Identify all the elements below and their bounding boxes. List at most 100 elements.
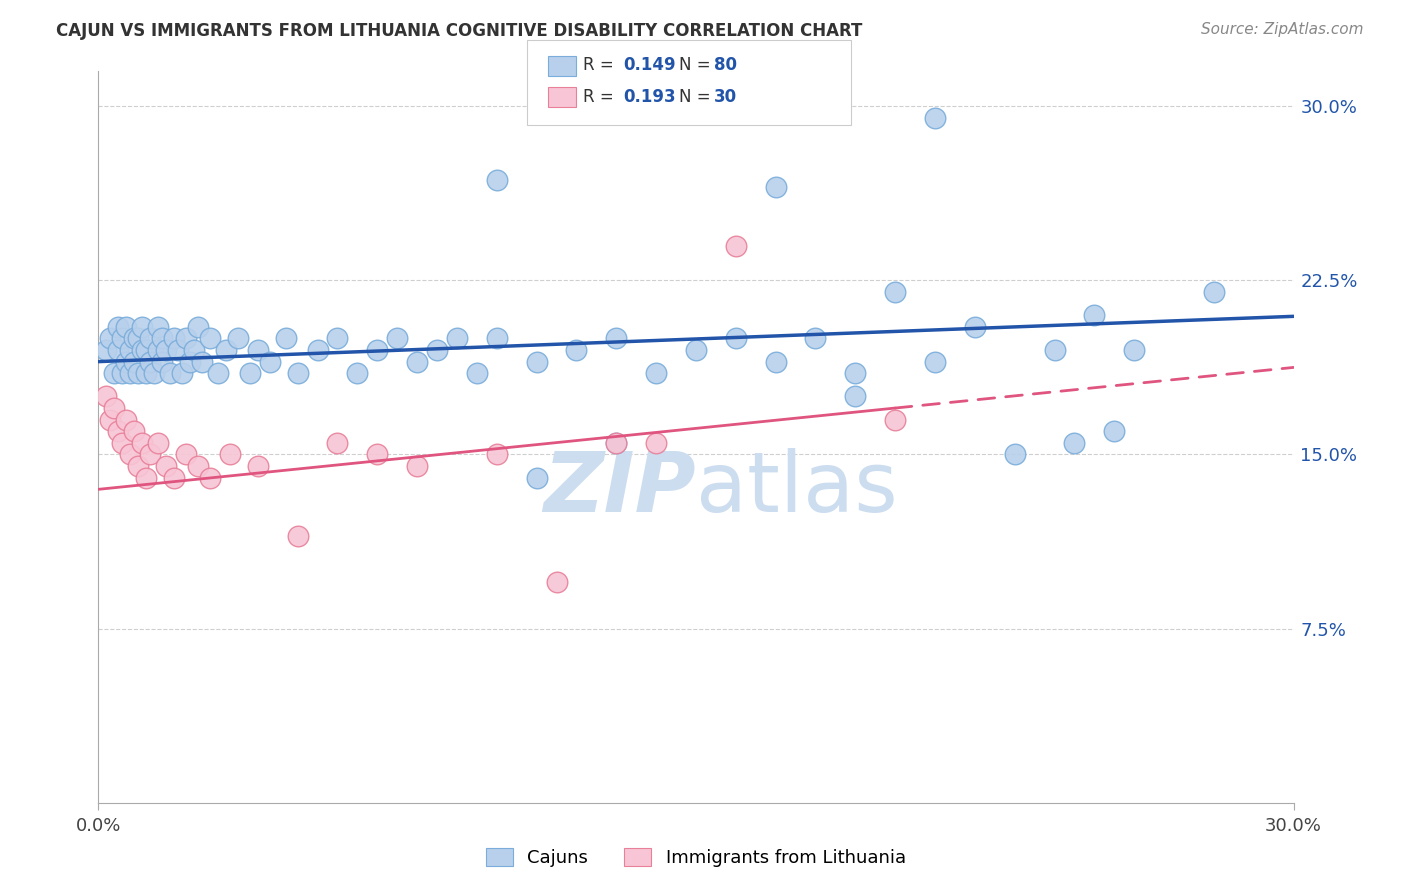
Point [167,343,190,357]
Point [98,331,122,345]
Point [135,366,157,380]
Point [135,343,157,357]
Point [120,343,142,357]
Point [103,401,125,415]
Point [135,471,157,485]
Point [98,412,122,426]
Point [366,448,388,462]
Point [485,331,508,345]
Point [485,448,508,462]
Point [174,448,197,462]
Point [187,319,209,334]
Point [127,459,149,474]
Point [565,343,588,357]
Text: Source: ZipAtlas.com: Source: ZipAtlas.com [1201,22,1364,37]
Point [191,354,214,368]
Point [150,331,173,345]
Point [287,366,309,380]
Point [1104,424,1126,438]
Point [148,436,170,450]
Point [127,366,149,380]
Point [287,529,309,543]
Point [246,343,269,357]
Text: CAJUN VS IMMIGRANTS FROM LITHUANIA COGNITIVE DISABILITY CORRELATION CHART: CAJUN VS IMMIGRANTS FROM LITHUANIA COGNI… [56,22,863,40]
Point [963,319,986,334]
Point [274,331,297,345]
Point [115,319,138,334]
Point [131,319,153,334]
Point [346,366,368,380]
Point [96,343,118,357]
Point [426,343,449,357]
Point [148,319,170,334]
Point [163,331,186,345]
Point [150,354,173,368]
Point [187,459,209,474]
Text: 80: 80 [714,56,737,74]
Point [127,331,149,345]
Point [844,389,866,403]
Point [765,180,787,194]
Point [172,366,194,380]
Point [183,343,205,357]
Point [645,436,668,450]
Point [526,471,548,485]
Point [645,366,668,380]
Point [226,331,249,345]
Point [155,343,177,357]
Point [446,331,468,345]
Text: N =: N = [679,56,716,74]
Legend: Cajuns, Immigrants from Lithuania: Cajuns, Immigrants from Lithuania [486,847,905,867]
Point [107,424,129,438]
Point [198,331,221,345]
Point [326,331,349,345]
Point [259,354,281,368]
Point [198,471,221,485]
Text: 0.193: 0.193 [623,88,675,106]
Point [107,343,129,357]
Point [124,354,146,368]
Point [546,575,568,590]
Point [131,343,153,357]
Point [124,331,146,345]
Point [131,436,153,450]
Point [111,366,134,380]
Point [884,285,907,299]
Point [120,448,142,462]
Point [924,111,946,125]
Point [246,459,269,474]
Text: R =: R = [583,88,620,106]
Point [159,366,181,380]
Text: atlas: atlas [696,448,897,529]
Point [605,331,627,345]
Point [219,448,242,462]
Point [485,173,508,187]
Point [155,459,177,474]
Point [179,354,201,368]
Text: R =: R = [583,56,620,74]
Point [111,331,134,345]
Point [724,238,747,252]
Point [139,448,162,462]
Point [605,436,627,450]
Point [307,343,329,357]
Point [107,319,129,334]
Point [139,331,162,345]
Point [207,366,229,380]
Point [685,343,707,357]
Point [174,331,197,345]
Point [366,343,388,357]
Point [143,366,166,380]
Point [804,331,827,345]
Point [1004,448,1026,462]
Point [924,354,946,368]
Point [163,471,186,485]
Point [526,354,548,368]
Point [1083,308,1105,322]
Point [1063,436,1085,450]
Text: N =: N = [679,88,716,106]
Point [124,424,146,438]
Point [465,366,488,380]
Point [96,389,118,403]
Point [385,331,409,345]
